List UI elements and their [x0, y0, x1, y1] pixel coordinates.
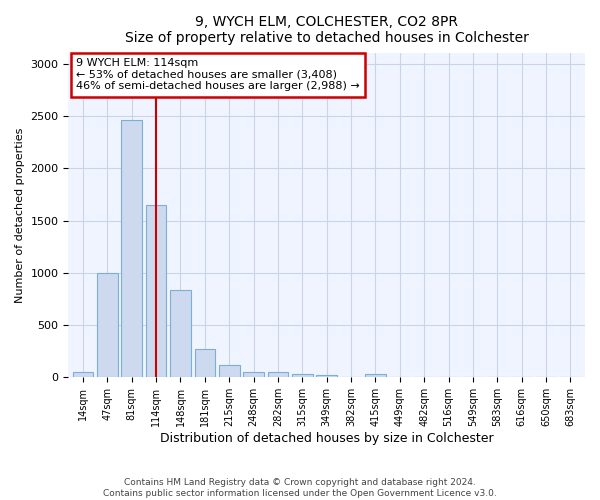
Bar [219, 365, 239, 378]
Bar [170, 290, 191, 378]
Text: 9 WYCH ELM: 114sqm
← 53% of detached houses are smaller (3,408)
46% of semi-deta: 9 WYCH ELM: 114sqm ← 53% of detached hou… [76, 58, 360, 92]
Bar [97, 273, 118, 378]
Bar [292, 374, 313, 378]
Bar [121, 120, 142, 378]
Bar [365, 374, 386, 378]
Bar [268, 372, 289, 378]
Bar [243, 372, 264, 378]
Title: 9, WYCH ELM, COLCHESTER, CO2 8PR
Size of property relative to detached houses in: 9, WYCH ELM, COLCHESTER, CO2 8PR Size of… [125, 15, 529, 45]
Bar [316, 376, 337, 378]
Bar [146, 205, 166, 378]
Y-axis label: Number of detached properties: Number of detached properties [15, 128, 25, 303]
Bar [194, 348, 215, 378]
X-axis label: Distribution of detached houses by size in Colchester: Distribution of detached houses by size … [160, 432, 494, 445]
Bar [73, 372, 94, 378]
Text: Contains HM Land Registry data © Crown copyright and database right 2024.
Contai: Contains HM Land Registry data © Crown c… [103, 478, 497, 498]
